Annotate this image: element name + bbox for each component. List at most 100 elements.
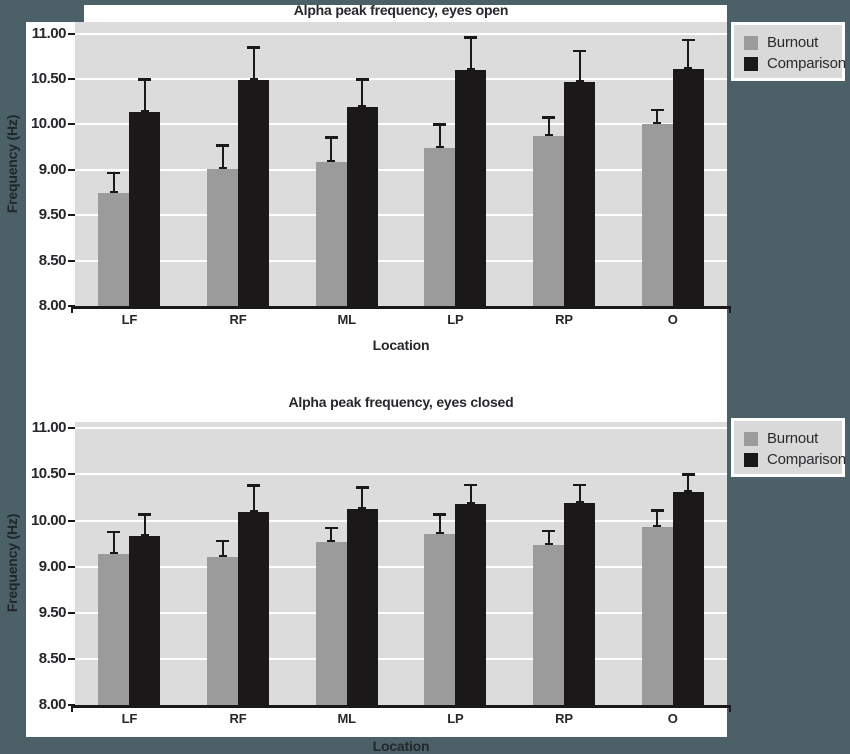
error-bar-cap-top — [107, 171, 121, 175]
x-axis-line — [71, 705, 731, 708]
error-bar-cap-bottom — [327, 539, 336, 542]
error-bar-cap-top — [247, 46, 260, 49]
error-bar-cap-bottom — [358, 506, 367, 509]
y-tick-label: 8.50 — [38, 649, 67, 667]
legend-label: Comparison — [767, 451, 846, 468]
bar-burnout-LF — [98, 192, 130, 306]
gridline — [75, 214, 727, 217]
error-bar-cap-bottom — [140, 109, 149, 112]
error-bar-cap-bottom — [435, 532, 444, 535]
y-tick-label: 9.00 — [38, 557, 67, 575]
error-bar-line — [143, 514, 146, 537]
bar-burnout-O — [641, 526, 673, 705]
error-bar-cap-bottom — [218, 555, 227, 558]
error-bar-cap-bottom — [466, 67, 475, 70]
legend-swatch-burnout — [744, 35, 758, 50]
gridline — [75, 657, 727, 660]
bar-comparison-RP — [564, 81, 595, 306]
error-bar-cap-top — [138, 513, 152, 516]
y-axis-tick — [68, 657, 75, 660]
bar-comparison-ML — [346, 508, 378, 705]
y-axis-tick — [68, 78, 75, 80]
bar-burnout-RP — [533, 136, 564, 306]
error-bar-cap-bottom — [327, 159, 336, 162]
error-bar-cap-bottom — [109, 551, 118, 554]
bar-comparison-RP — [564, 503, 595, 705]
error-bar-cap-bottom — [249, 510, 258, 513]
y-tick-label: 9.00 — [38, 160, 67, 178]
bar-comparison-RF — [238, 79, 269, 306]
gridline — [75, 78, 727, 80]
x-category-label: ML — [337, 711, 356, 726]
error-bar-line — [361, 487, 364, 509]
bar-comparison-LF — [129, 111, 161, 306]
x-axis-title: Location — [372, 738, 430, 754]
y-axis-tick — [68, 427, 75, 430]
bar-burnout-LP — [424, 534, 456, 705]
plot-area — [75, 22, 727, 306]
x-category-label: LP — [447, 711, 464, 726]
legend-item-comparison: Comparison — [744, 55, 846, 72]
error-bar-line — [252, 485, 255, 513]
legend-item-burnout: Burnout — [744, 430, 834, 447]
error-bar-line — [252, 47, 255, 80]
y-axis-tick — [68, 519, 75, 522]
gridline — [75, 259, 727, 262]
y-axis-tick — [68, 611, 75, 614]
gridline — [75, 123, 727, 126]
error-bar-cap-bottom — [358, 105, 367, 108]
error-bar-cap-bottom — [435, 146, 444, 148]
error-bar-cap-bottom — [140, 534, 149, 537]
error-bar-cap-top — [650, 509, 664, 512]
bar-burnout-RF — [207, 168, 238, 306]
bar-burnout-O — [641, 124, 673, 306]
error-bar-cap-top — [573, 483, 586, 487]
legend-swatch-comparison — [744, 56, 758, 71]
y-axis-tick — [68, 259, 75, 262]
error-bar-line — [221, 540, 224, 558]
y-tick-label: 10.50 — [30, 70, 67, 87]
error-bar-line — [547, 530, 550, 546]
error-bar-line — [112, 531, 115, 554]
gridline — [75, 473, 727, 476]
y-tick-label: 10.00 — [30, 511, 67, 529]
y-axis-tick — [68, 214, 75, 217]
chart-title: Alpha peak frequency, eyes closed — [288, 394, 514, 410]
y-tick-label: 9.50 — [38, 206, 67, 224]
x-category-label: O — [667, 312, 678, 327]
y-axis-title: Frequency (Hz) — [4, 114, 20, 214]
error-bar-cap-bottom — [575, 501, 584, 503]
bar-burnout-ML — [315, 541, 347, 705]
error-bar-line — [438, 514, 441, 535]
bar-comparison-ML — [346, 107, 378, 306]
legend-item-comparison: Comparison — [744, 451, 846, 468]
error-bar-cap-bottom — [109, 190, 118, 193]
bar-comparison-LP — [455, 69, 487, 306]
y-tick-label: 8.50 — [38, 251, 67, 269]
error-bar-cap-top — [138, 78, 152, 81]
y-axis-title: Frequency (Hz) — [4, 513, 20, 613]
bar-burnout-RF — [207, 557, 238, 705]
legend-label: Burnout — [767, 34, 819, 51]
bar-burnout-ML — [315, 161, 347, 306]
gridline — [75, 611, 727, 614]
gridline — [75, 168, 727, 171]
x-category-label: ML — [337, 312, 356, 327]
error-bar-line — [438, 124, 441, 148]
error-bar-cap-bottom — [466, 501, 475, 504]
error-bar-line — [221, 145, 224, 169]
error-bar-cap-top — [433, 123, 447, 126]
error-bar-line — [578, 50, 581, 82]
error-bar-line — [687, 474, 690, 492]
y-tick-label: 10.50 — [30, 465, 67, 483]
error-bar-cap-top — [216, 539, 229, 543]
y-tick-label: 11.00 — [31, 24, 67, 42]
bar-comparison-LP — [455, 503, 487, 705]
error-bar-line — [143, 79, 146, 112]
x-axis-line — [71, 306, 731, 309]
x-category-label: LF — [121, 711, 138, 726]
x-category-label: LF — [121, 312, 138, 327]
legend: Burnout Comparison — [731, 22, 846, 81]
x-category-label: LP — [447, 312, 464, 327]
x-axis-title: Location — [372, 337, 430, 353]
